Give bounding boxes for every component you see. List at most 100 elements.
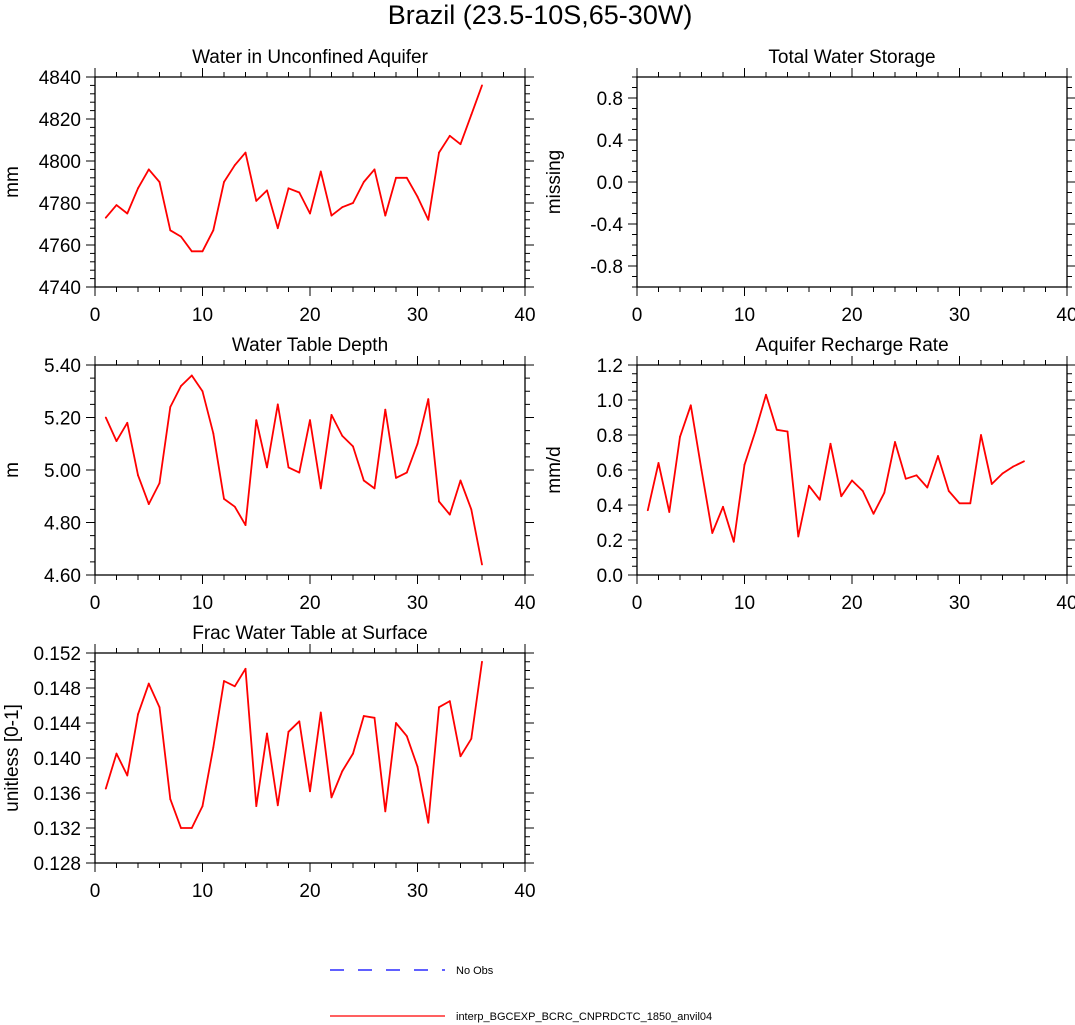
data-point — [298, 471, 301, 474]
y-tick-label: 0.140 — [33, 749, 81, 770]
x-tick-label: 10 — [192, 305, 213, 326]
x-tick-label: 40 — [1056, 593, 1075, 614]
x-tick-label: 40 — [514, 305, 535, 326]
y-tick-label: 0.8 — [597, 89, 623, 110]
data-point — [223, 497, 225, 500]
panel-title: Water in Unconfined Aquifer — [192, 47, 429, 68]
data-point — [180, 385, 182, 387]
data-point — [330, 413, 333, 416]
data-point — [797, 535, 800, 538]
data-point — [894, 441, 896, 443]
data-point — [115, 204, 118, 207]
data-point — [481, 660, 483, 663]
y-tick-label: 5.00 — [44, 461, 81, 482]
data-point — [244, 667, 247, 670]
panels: Water in Unconfined Aquifer mm 0 10 20 30 40 47… — [2, 47, 1075, 902]
y-tick-label: 0.0 — [597, 566, 623, 587]
y-tick-label: 4780 — [39, 194, 81, 215]
data-point — [244, 151, 247, 154]
data-point — [459, 755, 462, 758]
x-tick-label: 10 — [734, 305, 755, 326]
panel-4: Aquifer Recharge Rate mm/d 0 10 20 30 40 0.0 0.2… — [544, 335, 1075, 614]
data-point — [915, 474, 918, 477]
y-tick-label: 0.152 — [33, 644, 81, 665]
data-point — [190, 374, 193, 377]
data-point — [309, 419, 311, 422]
x-tick-label: 30 — [407, 593, 428, 614]
y-tick-label: 0.2 — [597, 531, 623, 552]
data-point — [395, 176, 397, 179]
data-point — [937, 455, 939, 457]
data-point — [190, 827, 193, 829]
data-point — [1012, 465, 1015, 468]
data-point — [352, 445, 354, 448]
panel-frame — [636, 76, 1068, 288]
panel-title: Aquifer Recharge Rate — [755, 335, 948, 356]
data-point — [341, 434, 344, 437]
data-point — [1001, 472, 1004, 475]
data-point — [416, 765, 419, 768]
panel-1: Water in Unconfined Aquifer mm 0 10 20 30 40 47… — [2, 47, 536, 326]
data-point — [104, 216, 107, 219]
data-point — [808, 484, 810, 487]
data-point — [309, 212, 311, 215]
panel-5: Frac Water Table at Surface unitless [0-1… — [2, 623, 536, 902]
panel-3: Water Table Depth m 0 10 20 30 40 4.60 4.80 5.00 5… — [2, 335, 536, 614]
data-point — [287, 187, 290, 190]
data-point — [926, 486, 929, 489]
data-point — [147, 168, 150, 171]
x-tick-label: 10 — [734, 593, 755, 614]
data-point — [158, 706, 161, 709]
y-tick-label: 4.60 — [44, 566, 81, 587]
data-point — [201, 390, 204, 393]
data-point — [427, 218, 430, 221]
data-point — [212, 432, 215, 435]
y-axis-label: mm — [2, 166, 23, 198]
x-tick-label: 40 — [1056, 305, 1075, 326]
data-point — [384, 408, 387, 411]
data-point — [470, 737, 473, 740]
data-point — [212, 229, 215, 232]
data-point — [646, 509, 649, 512]
data-point — [883, 491, 886, 494]
data-point — [384, 810, 387, 813]
y-axis-label: missing — [544, 150, 565, 214]
x-tick-label: 20 — [299, 593, 320, 614]
data-point — [754, 430, 757, 433]
x-tick-label: 0 — [632, 593, 643, 614]
data-point — [851, 479, 853, 482]
data-point — [679, 435, 681, 438]
y-tick-label: 4740 — [39, 278, 81, 299]
data-point — [287, 466, 290, 469]
x-tick-label: 30 — [407, 305, 428, 326]
data-point — [319, 170, 322, 173]
data-point — [689, 404, 692, 407]
data-point — [352, 202, 354, 204]
data-point — [137, 187, 139, 190]
data-point — [448, 134, 451, 137]
data-point — [427, 821, 430, 824]
x-tick-label: 30 — [949, 593, 970, 614]
data-point — [115, 440, 118, 443]
data-point — [980, 434, 982, 436]
data-point — [244, 524, 247, 527]
data-point — [319, 487, 322, 490]
data-point — [775, 428, 778, 431]
data-point — [818, 498, 821, 501]
y-tick-label: 4800 — [39, 152, 81, 173]
data-point — [947, 490, 950, 492]
data-point — [395, 722, 397, 724]
y-tick-label: 0.144 — [33, 714, 81, 735]
data-point — [104, 787, 107, 790]
data-point — [341, 770, 344, 773]
x-tick-label: 30 — [949, 305, 970, 326]
data-point — [233, 164, 236, 167]
data-point — [969, 502, 972, 505]
data-point — [829, 442, 832, 445]
data-point — [481, 84, 483, 87]
data-point — [373, 168, 376, 171]
series-line — [105, 85, 483, 253]
panel-title: Frac Water Table at Surface — [192, 623, 428, 644]
data-point — [266, 189, 268, 192]
data-point — [470, 113, 473, 116]
